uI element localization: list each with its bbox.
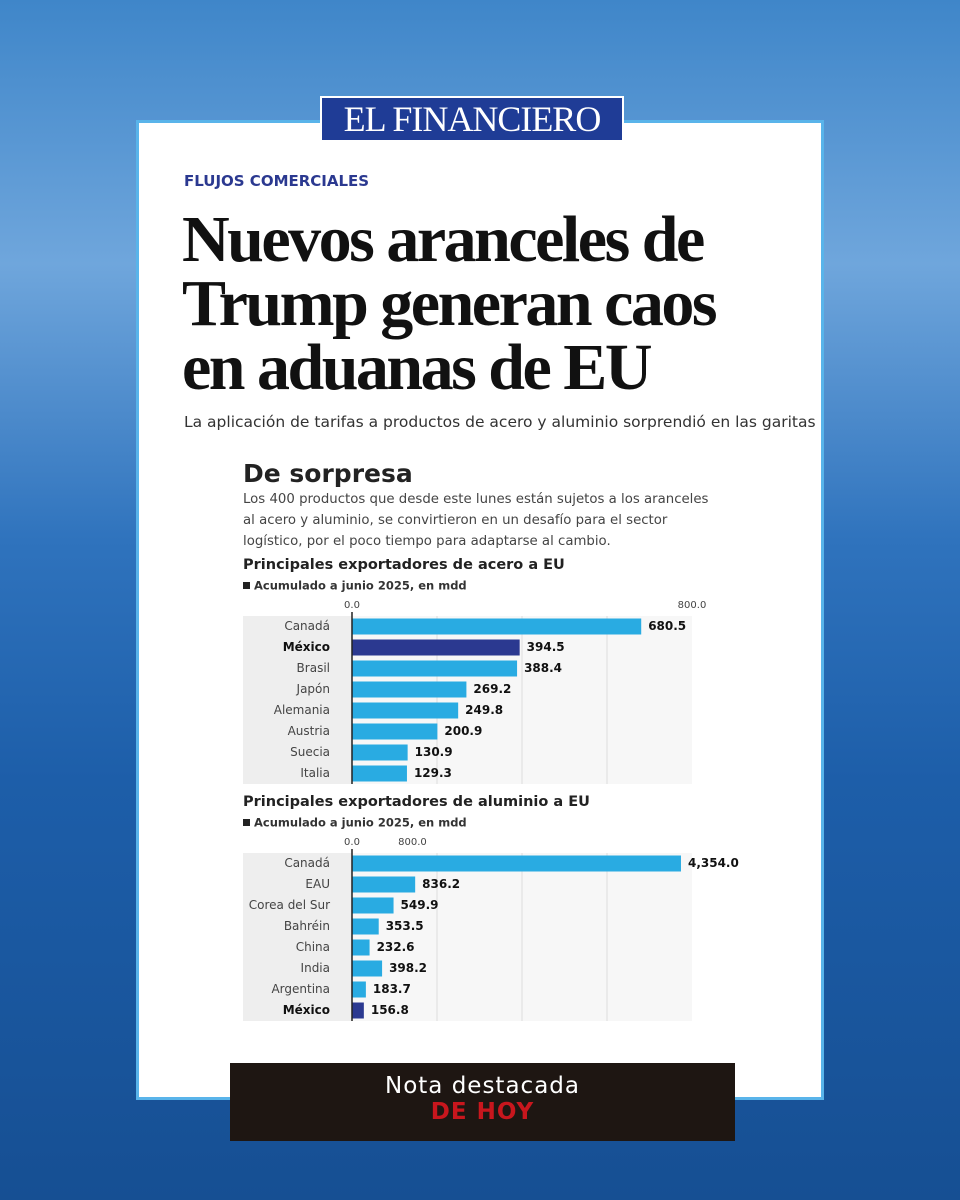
bar — [352, 855, 681, 872]
bar — [352, 681, 467, 698]
bar — [352, 723, 438, 740]
category-label: México — [283, 640, 330, 654]
category-label: China — [296, 940, 330, 954]
value-label: 394.5 — [527, 640, 565, 654]
value-label: 156.8 — [371, 1003, 409, 1017]
subheadline: La aplicación de tarifas a productos de … — [184, 413, 816, 431]
value-label: 836.2 — [422, 877, 460, 891]
x-tick-label: 0.0 — [344, 600, 360, 611]
bar — [352, 918, 379, 935]
legend-marker — [243, 819, 250, 826]
brand-logo: EL FINANCIERO — [320, 96, 624, 142]
value-label: 398.2 — [389, 961, 427, 975]
value-label: 232.6 — [377, 940, 415, 954]
headline: Nuevos aranceles de — [182, 203, 705, 276]
bar — [352, 660, 518, 677]
x-tick-label: 0.0 — [344, 837, 360, 848]
category-label: Japón — [296, 682, 330, 696]
category-label: Brasil — [297, 661, 330, 675]
kicker: FLUJOS COMERCIALES — [184, 172, 370, 190]
category-label: Bahréin — [284, 919, 330, 933]
bar — [352, 981, 366, 998]
category-label: México — [283, 1003, 330, 1017]
category-label: Austria — [288, 724, 330, 738]
x-tick-label: 800.0 — [398, 837, 427, 848]
value-label: 129.3 — [414, 766, 452, 780]
chart-subtitle: Acumulado a junio 2025, en mdd — [254, 579, 467, 593]
category-label: Canadá — [284, 619, 330, 633]
bar — [352, 876, 416, 893]
bar — [352, 960, 383, 977]
value-label: 200.9 — [444, 724, 482, 738]
category-label: Argentina — [271, 982, 330, 996]
label-panel — [243, 616, 352, 784]
bar — [352, 639, 520, 656]
headline: en aduanas de EU — [182, 331, 653, 404]
bar — [352, 765, 407, 782]
box-text: Los 400 productos que desde este lunes e… — [243, 492, 709, 549]
category-label: Canadá — [284, 856, 330, 870]
value-label: 249.8 — [465, 703, 503, 717]
bar — [352, 702, 459, 719]
value-label: 680.5 — [648, 619, 686, 633]
legend-marker — [243, 582, 250, 589]
value-label: 183.7 — [373, 982, 411, 996]
headline: Trump generan caos — [182, 267, 718, 340]
category-label: EAU — [305, 877, 330, 891]
value-label: 269.2 — [473, 682, 511, 696]
category-label: Corea del Sur — [249, 898, 330, 912]
x-tick-label: 800.0 — [678, 600, 707, 611]
footer-banner: Nota destacada DE HOY — [230, 1063, 735, 1141]
value-label: 353.5 — [386, 919, 424, 933]
bar — [352, 1002, 364, 1019]
box-title: De sorpresa — [243, 459, 413, 488]
bar — [352, 939, 370, 956]
chart-subtitle: Acumulado a junio 2025, en mdd — [254, 816, 467, 830]
bar — [352, 618, 642, 635]
category-label: Italia — [300, 766, 330, 780]
chart-title: Principales exportadores de aluminio a E… — [243, 794, 590, 810]
value-label: 130.9 — [415, 745, 453, 759]
value-label: 4,354.0 — [688, 856, 739, 870]
chart-title: Principales exportadores de acero a EU — [243, 557, 565, 573]
label-panel — [243, 853, 352, 1021]
value-label: 388.4 — [524, 661, 562, 675]
footer-line: Nota destacada — [385, 1073, 580, 1099]
value-label: 549.9 — [401, 898, 439, 912]
category-label: Alemania — [274, 703, 330, 717]
footer-line: DE HOY — [430, 1099, 535, 1125]
category-label: India — [301, 961, 330, 975]
bar — [352, 897, 394, 914]
category-label: Suecia — [290, 745, 330, 759]
bar — [352, 744, 408, 761]
